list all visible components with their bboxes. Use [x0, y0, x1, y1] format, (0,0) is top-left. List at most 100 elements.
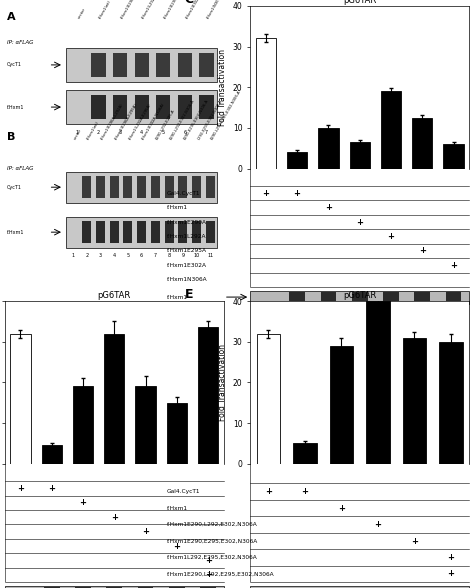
Bar: [250, 290, 469, 303]
Bar: [82, 221, 91, 243]
Bar: [318, 128, 338, 169]
Text: f.Hxm1(N306A): f.Hxm1(N306A): [207, 0, 224, 20]
Text: 4: 4: [140, 129, 143, 135]
Text: f.Hxm1(E302A): f.Hxm1(E302A): [185, 0, 202, 20]
Bar: [82, 176, 91, 198]
Bar: [91, 95, 106, 119]
Bar: [402, 338, 426, 464]
Text: 2: 2: [97, 129, 100, 135]
Bar: [123, 221, 132, 243]
Text: +: +: [356, 218, 363, 226]
Bar: [107, 587, 122, 588]
Y-axis label: Fold Transactivation: Fold Transactivation: [218, 344, 227, 421]
Text: +: +: [265, 487, 272, 496]
Bar: [287, 152, 307, 169]
Bar: [75, 587, 91, 588]
Bar: [381, 91, 401, 169]
Text: f.Hxm1E302A: f.Hxm1E302A: [167, 263, 207, 268]
Text: 5: 5: [162, 129, 165, 135]
Bar: [414, 292, 430, 302]
Bar: [96, 176, 105, 198]
Text: CycT1: CycT1: [7, 185, 22, 190]
Text: L292,E295,E302,N306-A: L292,E295,E302,N306-A: [197, 99, 223, 141]
Text: +: +: [325, 203, 332, 212]
Text: f.Hxm1: f.Hxm1: [167, 295, 188, 299]
Text: IP: αFLAG: IP: αFLAG: [7, 166, 33, 172]
Text: f.Hxm1: f.Hxm1: [7, 105, 25, 109]
Bar: [255, 38, 276, 169]
Bar: [167, 403, 187, 464]
Text: +: +: [419, 246, 426, 255]
Text: +: +: [17, 484, 24, 493]
Bar: [329, 346, 353, 464]
Text: f.Hxm1(L292A,E295A): f.Hxm1(L292A,E295A): [128, 103, 152, 141]
Bar: [256, 333, 280, 464]
Text: A: A: [7, 12, 16, 22]
Text: 1: 1: [264, 307, 268, 313]
Text: 5: 5: [127, 253, 129, 258]
Text: Gal4.CycT1: Gal4.CycT1: [167, 191, 201, 196]
Text: 4: 4: [357, 307, 362, 313]
Text: 10: 10: [193, 253, 200, 258]
Title: pG6TAR: pG6TAR: [343, 0, 376, 5]
Text: f.Hxm1(wt): f.Hxm1(wt): [99, 0, 112, 20]
Text: +: +: [450, 261, 457, 270]
Text: +: +: [111, 513, 118, 522]
Text: +: +: [80, 498, 86, 507]
Text: 3: 3: [99, 253, 102, 258]
Bar: [293, 443, 317, 464]
Bar: [123, 176, 132, 198]
Bar: [136, 386, 156, 464]
Text: vector: vector: [73, 128, 82, 141]
Text: f.Hxm1: f.Hxm1: [167, 205, 188, 210]
Bar: [444, 144, 464, 169]
Bar: [5, 586, 224, 588]
Bar: [320, 292, 336, 302]
Bar: [366, 301, 390, 464]
Text: E290,L292,E295-A: E290,L292,E295-A: [155, 109, 176, 141]
Text: f.Hxm1(E290A,L292A): f.Hxm1(E290A,L292A): [100, 103, 125, 141]
Text: +: +: [293, 189, 301, 198]
Text: 1: 1: [72, 253, 74, 258]
Bar: [156, 53, 170, 76]
Text: f.Hxm1: f.Hxm1: [167, 506, 188, 510]
Text: Gal4.CycT1: Gal4.CycT1: [167, 489, 201, 494]
Bar: [66, 90, 217, 124]
Text: B: B: [7, 132, 15, 142]
Bar: [200, 53, 213, 76]
Bar: [200, 95, 213, 119]
Text: 3: 3: [118, 129, 122, 135]
Bar: [137, 221, 146, 243]
Text: 9: 9: [182, 253, 184, 258]
Bar: [206, 176, 215, 198]
Text: 5: 5: [389, 307, 393, 313]
Text: +: +: [205, 570, 212, 579]
Bar: [113, 53, 127, 76]
Text: f.Hxm1(E290A,E295A): f.Hxm1(E290A,E295A): [114, 103, 138, 141]
Text: IP: αFLAG: IP: αFLAG: [7, 40, 33, 45]
Bar: [201, 587, 216, 588]
Bar: [42, 446, 62, 464]
Bar: [156, 95, 170, 119]
Bar: [178, 95, 192, 119]
Bar: [169, 587, 185, 588]
Text: +: +: [262, 189, 269, 198]
Bar: [151, 221, 160, 243]
Text: +: +: [447, 553, 455, 562]
Bar: [446, 292, 461, 302]
Text: +: +: [48, 484, 55, 493]
Text: 6: 6: [420, 307, 425, 313]
Bar: [109, 176, 118, 198]
Bar: [178, 221, 187, 243]
Bar: [96, 221, 105, 243]
Bar: [91, 53, 106, 76]
Text: f.Hxm1: f.Hxm1: [7, 230, 25, 235]
Text: E290,L292,E302,N306-A: E290,L292,E302,N306-A: [169, 99, 196, 141]
Text: 2: 2: [295, 307, 299, 313]
Text: f.Hxm1E290,L292,E295,E302,N306A: f.Hxm1E290,L292,E295,E302,N306A: [167, 572, 274, 576]
Bar: [151, 176, 160, 198]
Text: f.Hxm1N306A: f.Hxm1N306A: [167, 278, 208, 282]
Text: f.Hxm1(L292A): f.Hxm1(L292A): [142, 0, 159, 20]
Text: 7: 7: [451, 307, 456, 313]
Text: f.Hxm1E295A: f.Hxm1E295A: [167, 248, 207, 253]
